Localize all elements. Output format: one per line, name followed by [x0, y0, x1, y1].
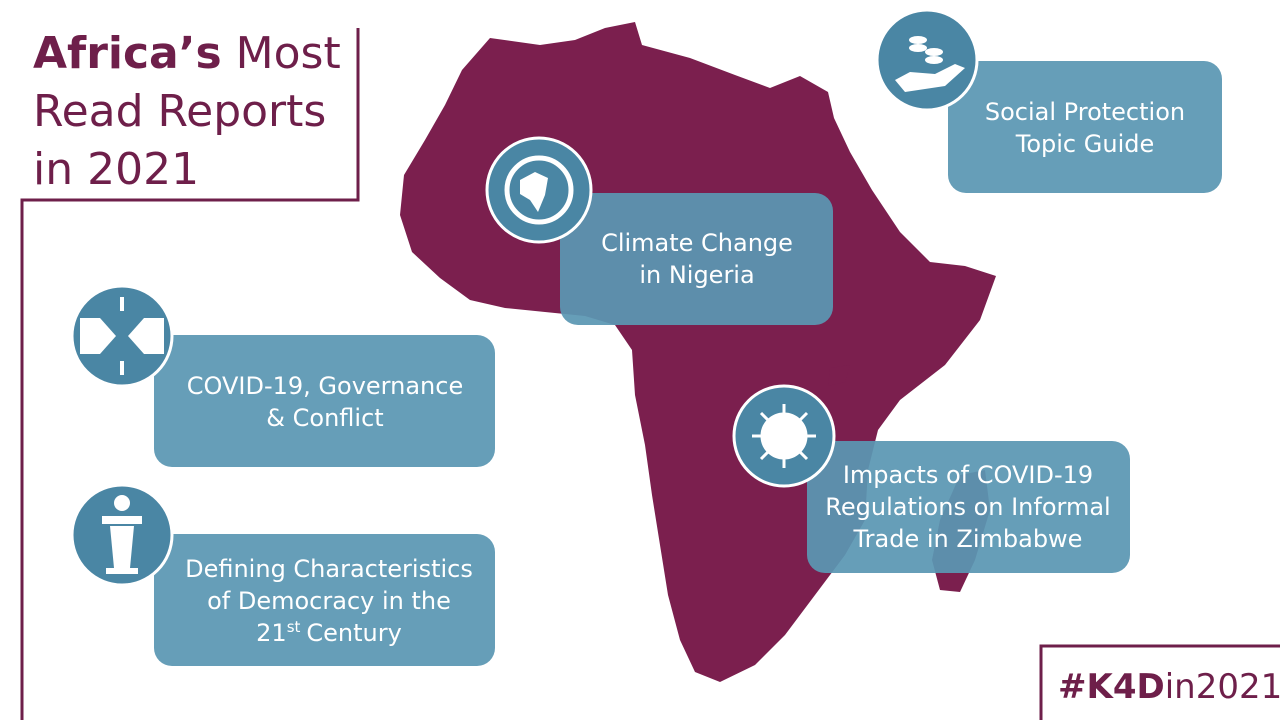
report-text: COVID-19, Governance [187, 372, 463, 400]
hashtag-bold: #K4D [1058, 667, 1165, 707]
hashtag-rest: in2021 [1165, 667, 1280, 707]
globe-glyph [504, 155, 574, 225]
report-card[interactable] [560, 193, 833, 325]
conflict-icon [70, 284, 174, 388]
report-card[interactable] [154, 534, 495, 666]
virus-glyph [752, 404, 816, 468]
title-rest: Most [236, 28, 341, 79]
title: Africa’s Most [33, 28, 341, 79]
report-text: 21st Century [256, 618, 402, 647]
ordinal-tail: Century [306, 619, 401, 647]
report-text: Social Protection [985, 98, 1185, 126]
title-frame [20, 28, 360, 720]
ordinal-suffix: st [287, 618, 301, 636]
hashtag-frame [1039, 644, 1280, 720]
report-text: Topic Guide [1015, 130, 1154, 158]
report-text: in Nigeria [639, 261, 754, 289]
ordinal: 21 [256, 619, 287, 647]
title-line: Read Reports [33, 86, 326, 137]
report-text: Trade in Zimbabwe [853, 525, 1083, 553]
report-text: Climate Change [601, 229, 793, 257]
report-text: & Conflict [266, 404, 383, 432]
island [828, 365, 850, 386]
conflict-glyph [80, 297, 164, 375]
globe-glyph [520, 172, 548, 212]
hashtag: #K4Din2021 [1058, 667, 1280, 707]
report-text: of Democracy in the [207, 587, 451, 615]
report-text: Regulations on Informal [825, 493, 1110, 521]
title-line: in 2021 [33, 144, 199, 195]
podium-glyph [102, 495, 142, 574]
report-card[interactable] [807, 441, 1130, 573]
report-card[interactable] [948, 61, 1222, 193]
report-text: Defining Characteristics [185, 555, 473, 583]
report-card[interactable] [154, 335, 495, 467]
money-glyph [895, 36, 965, 92]
title-bold: Africa’s [33, 28, 222, 79]
report-text: Impacts of COVID-19 [843, 461, 1093, 489]
